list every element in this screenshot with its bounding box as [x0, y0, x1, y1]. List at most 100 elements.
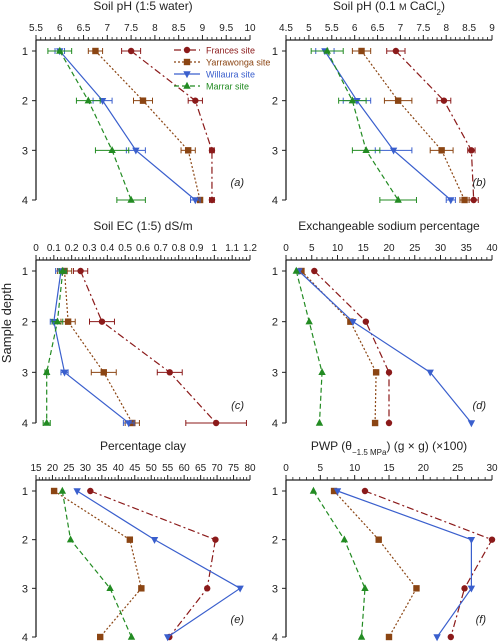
chart-title: Soil pH (0.1 M CaCl2) — [333, 0, 445, 17]
data-point — [60, 369, 69, 377]
x-tick-label: 6 — [352, 23, 358, 34]
data-point — [98, 97, 107, 105]
series-line — [301, 270, 377, 424]
y-tick-label: 3 — [22, 145, 28, 157]
data-point — [392, 47, 400, 55]
data-point — [371, 419, 379, 427]
x-tick-label: 0.4 — [100, 243, 114, 254]
x-tick-label: 25 — [63, 463, 75, 474]
y-tick-label: 3 — [272, 367, 278, 379]
y-tick-label: 2 — [272, 535, 278, 547]
panel-label: (a) — [231, 177, 245, 189]
legend-item-frances-site: Frances site — [174, 46, 255, 56]
data-point — [106, 584, 114, 592]
x-tick-label: 25 — [409, 243, 421, 254]
x-tick-label: 0.2 — [65, 243, 79, 254]
series-line — [95, 50, 201, 201]
data-point — [394, 97, 402, 104]
series-marrar-site — [42, 266, 67, 426]
legend-marker — [183, 46, 191, 54]
x-tick-label: 6.5 — [371, 23, 385, 34]
x-tick-label: 55 — [162, 463, 174, 474]
series-willaura-site — [295, 268, 476, 428]
series-frances-site — [72, 267, 247, 427]
data-point — [212, 419, 220, 427]
data-point — [77, 267, 84, 275]
series-line — [361, 50, 466, 201]
x-tick-label: 35 — [96, 463, 108, 474]
series-yarrawonga-site — [56, 267, 140, 427]
series-line — [312, 490, 366, 638]
series-line — [295, 270, 323, 424]
series-line — [298, 270, 472, 424]
series-line — [90, 490, 217, 638]
y-tick-label: 4 — [22, 418, 28, 430]
chart-title: Soil pH (1:5 water) — [93, 0, 192, 13]
data-point — [139, 97, 147, 104]
data-point — [311, 267, 318, 275]
series-line — [337, 490, 472, 638]
x-tick-label: 9.5 — [219, 23, 233, 34]
data-point — [488, 536, 496, 543]
data-point — [298, 267, 305, 275]
legend-item-willaura-site: Willaura site — [174, 70, 255, 80]
series-yarrawonga-site — [298, 267, 380, 427]
x-tick-label: 20 — [47, 463, 59, 474]
y-tick-label: 4 — [272, 418, 278, 430]
data-point — [127, 632, 136, 640]
x-tick-label: 9 — [200, 23, 206, 34]
series-marrar-site — [58, 486, 136, 640]
data-point — [66, 535, 75, 543]
data-point — [385, 419, 393, 427]
data-point — [389, 147, 398, 155]
data-point — [470, 196, 477, 204]
series-line — [324, 50, 452, 201]
x-tick-label: 70 — [212, 463, 224, 474]
y-tick-label: 2 — [272, 317, 278, 329]
x-tick-label: 0 — [283, 463, 289, 474]
data-point — [340, 535, 349, 543]
x-tick-label: 6.5 — [77, 23, 91, 34]
x-tick-label: 20 — [418, 463, 430, 474]
data-point — [212, 536, 219, 543]
y-tick-label: 1 — [272, 46, 278, 58]
x-tick-label: 25 — [452, 463, 464, 474]
series-line — [364, 490, 493, 638]
series-line — [395, 50, 475, 201]
data-point — [372, 369, 380, 376]
y-tick-label: 1 — [22, 266, 28, 278]
series-willaura-site — [73, 488, 244, 642]
data-point — [292, 266, 300, 274]
panel-label: (e) — [231, 614, 245, 626]
data-point — [100, 369, 107, 376]
data-point — [208, 147, 216, 154]
x-tick-label: 8 — [443, 23, 449, 34]
x-tick-label: 1 — [212, 243, 218, 254]
data-point — [315, 418, 324, 426]
series-frances-site — [311, 267, 393, 427]
series-frances-site — [87, 487, 219, 641]
series-line — [326, 50, 399, 201]
data-point — [362, 146, 370, 154]
data-point — [433, 634, 441, 642]
data-point — [309, 486, 318, 494]
data-point — [56, 46, 64, 54]
y-tick-label: 1 — [22, 46, 28, 58]
legend-item-marrar-site: Marrar site — [174, 82, 249, 92]
data-point — [349, 318, 357, 326]
series-yarrawonga-site — [330, 487, 420, 641]
chart-panel-f: PWP (θ−1.5 MPa) (g × g) (×100) 0 5 10 15 20 25… — [272, 439, 498, 642]
x-tick-label: 65 — [195, 463, 207, 474]
y-tick-label: 2 — [22, 535, 28, 547]
data-point — [191, 197, 200, 205]
x-tick-label: 30 — [486, 463, 498, 474]
data-point — [166, 369, 173, 376]
data-point — [98, 318, 106, 325]
x-tick-label: 50 — [146, 463, 158, 474]
y-tick-label: 1 — [272, 266, 278, 278]
chart-title: Percentage clay — [100, 439, 186, 453]
data-point — [361, 584, 369, 592]
x-tick-label: 0.3 — [83, 243, 97, 254]
data-point — [87, 487, 94, 495]
chart-panel-a: Soil pH (1:5 water) 5.5 6 6.5 7 7.5 8 8.5 9 9.5 10… — [22, 0, 271, 207]
